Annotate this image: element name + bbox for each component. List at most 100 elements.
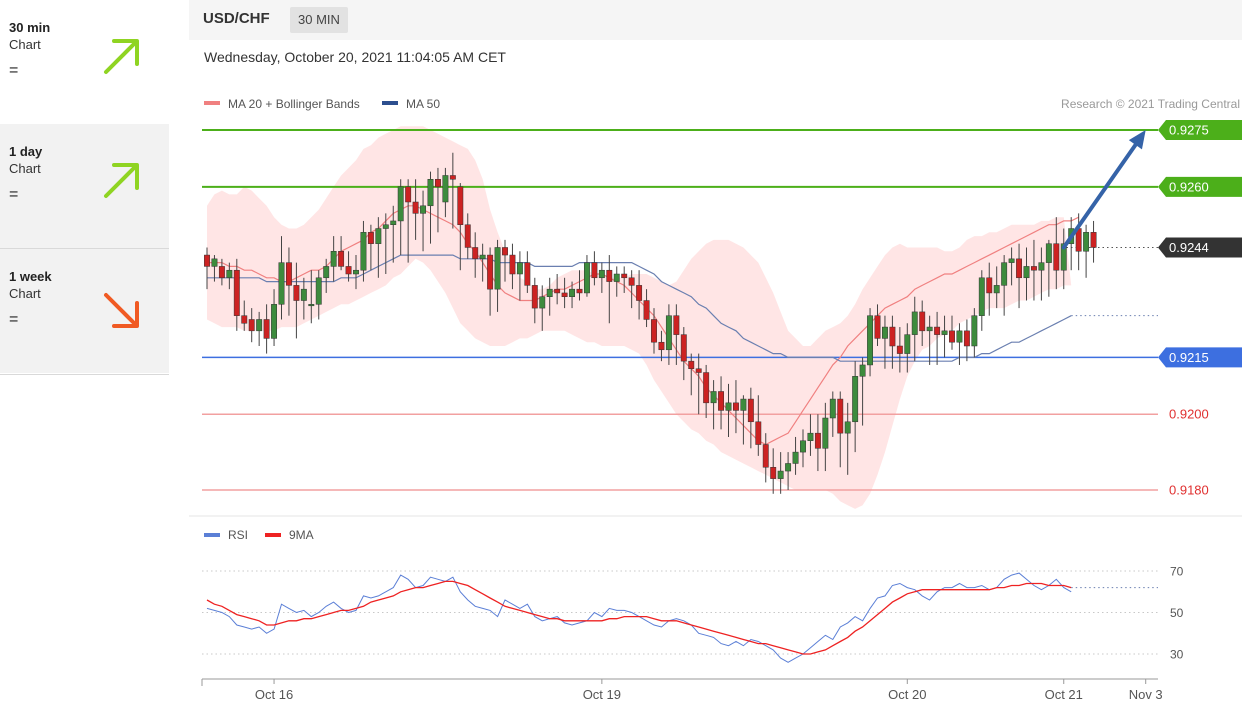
candle <box>412 179 419 240</box>
level-labels: 0.9275 0.9260 0.9244 0.9215 0.9200 0.9180 <box>1158 120 1242 498</box>
candle <box>382 213 389 274</box>
candle <box>651 308 657 354</box>
candle <box>330 236 337 282</box>
candle <box>584 255 590 297</box>
candle <box>643 289 650 328</box>
candle <box>718 376 724 430</box>
timeframe-label: 30 min <box>9 20 51 35</box>
candle <box>435 167 441 233</box>
timeframe-30min[interactable]: 30 min Chart = <box>0 0 169 124</box>
interval-button[interactable]: 30 MIN <box>290 7 348 33</box>
candle <box>1083 224 1090 278</box>
candle <box>844 402 851 475</box>
signal-value: = <box>9 311 19 328</box>
level-badge <box>1158 347 1242 368</box>
candle <box>658 330 665 362</box>
candle <box>710 380 717 430</box>
candle <box>353 255 359 290</box>
candle <box>934 311 941 365</box>
candle <box>1031 239 1037 301</box>
candle <box>494 239 501 312</box>
candle <box>740 395 747 445</box>
candle <box>971 308 978 358</box>
candle <box>263 304 270 354</box>
candle <box>978 270 985 331</box>
candle <box>449 152 456 229</box>
moving-averages <box>207 205 1158 446</box>
candle <box>882 315 888 369</box>
candle <box>241 300 248 331</box>
candle <box>986 262 993 316</box>
rsi-grid: 30 50 70 <box>202 565 1184 662</box>
timeframe-sub[interactable]: Chart <box>9 37 41 52</box>
rsi9-legend-swatch <box>265 533 281 537</box>
x-tick-label: Oct 19 <box>583 687 621 702</box>
level-value-label: 0.9275 <box>1169 123 1209 138</box>
candle <box>1053 217 1060 290</box>
candle <box>1038 247 1045 301</box>
level-value-label: 0.9260 <box>1169 179 1209 194</box>
x-tick-label: Oct 16 <box>255 687 293 702</box>
candle <box>218 258 225 286</box>
candle <box>345 251 352 282</box>
candle <box>956 323 963 365</box>
candle <box>405 179 412 263</box>
candle <box>807 414 814 456</box>
candle <box>949 315 955 350</box>
x-tick-label: Oct 20 <box>888 687 926 702</box>
candle <box>308 270 315 324</box>
rsi-series-9ma <box>206 580 1072 655</box>
candle <box>531 277 538 324</box>
candle <box>360 220 367 282</box>
x-axis-ticks: Oct 16 Oct 19 Oct 20 Oct 21 Nov 3 <box>255 679 1163 702</box>
candle <box>1008 247 1015 286</box>
ma20-line <box>207 205 1079 446</box>
candle <box>576 270 583 301</box>
candle <box>1090 220 1097 263</box>
candle <box>226 262 233 290</box>
candle <box>628 270 635 309</box>
candle <box>777 452 784 494</box>
level-badge <box>1158 176 1242 197</box>
candle <box>733 380 739 434</box>
candle <box>852 361 859 453</box>
candle <box>278 236 285 320</box>
candle <box>829 391 836 437</box>
candle <box>248 308 255 343</box>
candlesticks <box>204 152 1097 494</box>
candle <box>524 251 531 293</box>
candle <box>256 311 263 346</box>
candle <box>293 262 300 339</box>
timeframe-1week[interactable]: 1 week Chart = <box>0 248 169 373</box>
x-tick-label: Nov 3 <box>1129 687 1163 702</box>
candle <box>397 179 404 256</box>
candle <box>509 243 516 290</box>
chart-datetime: Wednesday, October 20, 2021 11:04:05 AM … <box>204 49 506 65</box>
candle <box>464 213 471 259</box>
ma50-legend-label: MA 50 <box>406 97 440 111</box>
candle <box>606 255 613 324</box>
rsi9-legend-label: 9MA <box>289 528 314 542</box>
arrow-up-right-icon <box>104 39 139 74</box>
chart-header: USD/CHF 30 MIN <box>189 0 1242 40</box>
ma20-legend-swatch <box>204 101 220 105</box>
ma20-legend-label: MA 20 + Bollinger Bands <box>228 97 360 111</box>
candle <box>1023 247 1030 301</box>
timeframe-sidebar: 30 min Chart = 1 day Chart = 1 week Char… <box>0 0 169 375</box>
level-badge <box>1158 120 1242 140</box>
candle <box>770 448 777 494</box>
timeframe-sub[interactable]: Chart <box>9 161 41 176</box>
candle <box>941 315 948 358</box>
timeframe-1day[interactable]: 1 day Chart = <box>0 124 169 248</box>
candle <box>487 247 494 316</box>
ma50-line <box>207 254 1072 362</box>
candle <box>680 327 687 381</box>
rsi-legend-swatch <box>204 533 220 537</box>
timeframe-sub[interactable]: Chart <box>9 286 41 301</box>
candle <box>874 304 881 346</box>
candle <box>367 224 374 271</box>
level-value-label: 0.9215 <box>1169 350 1209 365</box>
candle <box>1045 239 1052 297</box>
candle <box>792 436 799 475</box>
